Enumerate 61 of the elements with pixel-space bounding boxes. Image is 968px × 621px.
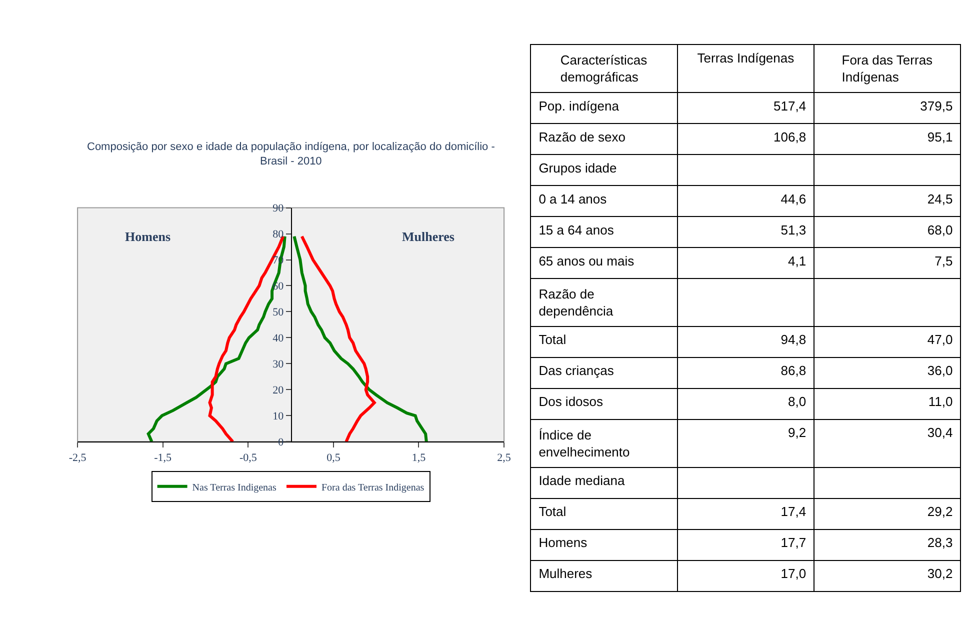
text: 86,8 — [780, 363, 806, 378]
text: 8,0 — [788, 394, 806, 410]
text: 28,3 — [927, 535, 953, 550]
text: 51,3 — [780, 222, 806, 238]
text: 9,2 — [788, 425, 806, 440]
x-tick-label: -2,5 — [68, 452, 87, 464]
text: 379,5 — [920, 98, 953, 114]
text: 94,8 — [780, 332, 806, 348]
category-label: Razão de sexo — [538, 129, 626, 144]
category-label: Homens — [538, 535, 588, 550]
x-tick-label: 2,5 — [497, 452, 512, 464]
annotation: Mulheres — [402, 229, 454, 244]
y-tick-label: 80 — [272, 228, 284, 241]
chart-title: Composição por sexo e idade da população indígena, por localização do domicílio - Brasil - 2010 — [87, 141, 496, 168]
text: 17,0 — [780, 566, 806, 582]
category-label: Das crianças — [538, 363, 614, 378]
category-label: Total — [538, 504, 566, 520]
category-label: Terras Indígenas — [697, 50, 795, 66]
text: 30,2 — [927, 566, 953, 582]
text: Características demográficas — [560, 52, 648, 84]
x-tick-label: -0,5 — [239, 452, 258, 464]
x-tick-label: 1,5 — [412, 452, 426, 464]
y-tick-label: 30 — [272, 358, 284, 371]
text: 68,0 — [927, 222, 953, 238]
text: 24,5 — [927, 191, 953, 206]
legend-label: Nas Terras Indigenas — [192, 482, 276, 494]
category-label: Dos idosos — [538, 394, 604, 410]
category-label: Total — [538, 332, 566, 348]
text: 4,1 — [788, 253, 806, 268]
text: 7,5 — [934, 253, 953, 268]
category-label: Mulheres — [538, 566, 592, 582]
category-label: Fora das Terras Indígenas — [842, 52, 934, 84]
y-tick-label: 40 — [272, 332, 284, 345]
x-tick-label: -1,5 — [154, 452, 172, 464]
y-tick-label: 20 — [272, 384, 284, 397]
line-series — [300, 234, 376, 442]
category-label: 15 a 64 anos — [538, 222, 614, 238]
category-label: 0 a 14 anos — [538, 191, 607, 206]
category-label: Pop. indígena — [538, 98, 619, 114]
category-label: Índice de envelhecimento — [538, 427, 630, 460]
category-label: Idade mediana — [538, 473, 625, 488]
text: 29,2 — [927, 504, 953, 520]
annotation: Homens — [125, 229, 170, 244]
text: 17,4 — [780, 504, 806, 520]
y-tick-label: 50 — [272, 306, 284, 319]
y-tick-label: 90 — [272, 202, 284, 215]
text: 30,4 — [927, 425, 953, 440]
text: 517,4 — [774, 98, 806, 114]
text: 47,0 — [927, 332, 953, 348]
text: 36,0 — [927, 363, 953, 378]
category-label: Razão de dependência — [538, 286, 614, 318]
category-label: Grupos idade — [538, 160, 617, 176]
x-tick-label: 0,5 — [326, 452, 341, 464]
text: 44,6 — [780, 191, 806, 206]
text: 17,7 — [780, 535, 806, 550]
legend-label: Fora das Terras Indigenas — [321, 482, 424, 494]
text: 106,8 — [774, 129, 806, 144]
text: 11,0 — [928, 394, 953, 410]
text: 95,1 — [927, 129, 953, 144]
category-label: 65 anos ou mais — [538, 253, 634, 268]
y-tick-label: 10 — [272, 410, 284, 423]
